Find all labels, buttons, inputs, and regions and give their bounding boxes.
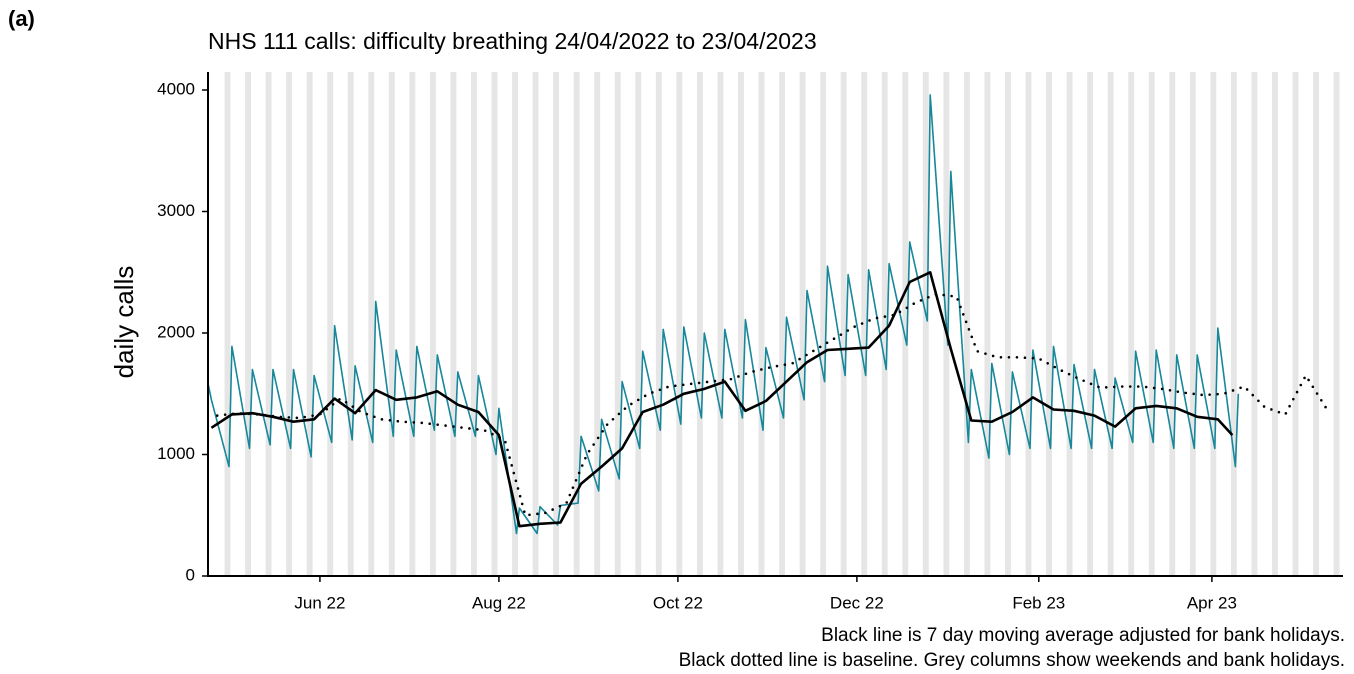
x-tick-label: Aug 22 (472, 593, 526, 612)
shaded-column (840, 72, 847, 576)
shaded-column (491, 72, 498, 576)
shaded-column (409, 72, 416, 576)
y-tick-label: 0 (186, 565, 195, 584)
panel-label: (a) (8, 6, 35, 31)
shaded-column (799, 72, 806, 576)
shaded-column (717, 72, 724, 576)
shaded-column (594, 72, 601, 576)
shaded-column (306, 72, 313, 576)
shaded-column (224, 72, 231, 576)
shaded-columns (224, 72, 1340, 576)
shaded-column (1087, 72, 1094, 576)
x-tick-label: Feb 23 (1012, 593, 1065, 612)
shaded-column (1292, 72, 1299, 576)
shaded-column (532, 72, 539, 576)
shaded-column (1128, 72, 1135, 576)
x-tick-label: Dec 22 (830, 593, 884, 612)
shaded-column (779, 72, 785, 576)
series-line (210, 271, 1234, 528)
shaded-column (655, 72, 662, 576)
shaded-column (1107, 72, 1114, 576)
shaded-column (738, 72, 744, 576)
shaded-column (347, 72, 354, 576)
shaded-column (696, 72, 703, 576)
shaded-column (1251, 72, 1258, 576)
shaded-column (820, 72, 827, 576)
shaded-column (1066, 72, 1073, 576)
shaded-column (327, 72, 334, 576)
shaded-column (1272, 72, 1278, 576)
shaded-column (450, 72, 457, 576)
y-tick-label: 2000 (157, 322, 195, 341)
shaded-column (1046, 72, 1052, 576)
shaded-column (1025, 72, 1032, 576)
shaded-column (984, 72, 991, 576)
shaded-column (286, 72, 293, 576)
y-tick-label: 3000 (157, 201, 195, 220)
shaded-column (388, 72, 395, 576)
chart-title: NHS 111 calls: difficulty breathing 24/0… (208, 28, 817, 54)
shaded-column (881, 72, 888, 576)
shaded-column (265, 72, 272, 576)
baseline-line (215, 292, 1328, 517)
x-tick-label: Oct 22 (653, 593, 703, 612)
y-axis-label: daily calls (109, 266, 139, 379)
shaded-column (1210, 72, 1217, 576)
shaded-column (963, 72, 970, 576)
y-tick-label: 1000 (157, 444, 195, 463)
shaded-column (1189, 72, 1196, 576)
x-tick-label: Jun 22 (294, 593, 345, 612)
shaded-column (553, 72, 560, 576)
y-tick-label: 4000 (157, 79, 195, 98)
shaded-column (429, 72, 436, 576)
shaded-column (902, 72, 909, 576)
note: Black line is 7 day moving average adjus… (821, 625, 1345, 646)
shaded-column (758, 72, 765, 576)
shaded-column (635, 72, 642, 576)
shaded-column (1230, 72, 1237, 576)
shaded-column (1313, 72, 1319, 576)
shaded-column (861, 72, 868, 576)
shaded-column (676, 72, 683, 576)
note: Black dotted line is baseline. Grey colu… (679, 650, 1345, 671)
shaded-column (614, 72, 621, 576)
shaded-column (1005, 72, 1011, 576)
shaded-column (512, 72, 518, 576)
shaded-column (1333, 72, 1340, 576)
shaded-column (1169, 72, 1176, 576)
shaded-column (922, 72, 929, 576)
shaded-column (245, 72, 251, 576)
plot-lines (209, 94, 1328, 535)
shaded-column (368, 72, 375, 576)
series-line (209, 94, 1240, 535)
shaded-column (471, 72, 477, 576)
shaded-column (1148, 72, 1155, 576)
x-tick-label: Apr 23 (1187, 593, 1237, 612)
shaded-column (573, 72, 580, 576)
